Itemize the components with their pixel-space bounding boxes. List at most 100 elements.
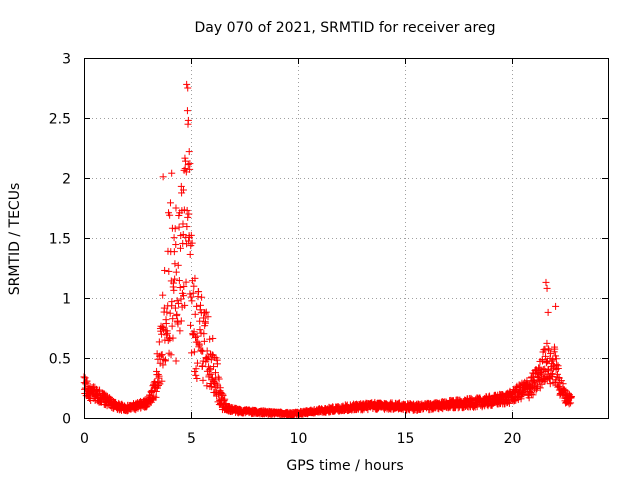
data-point — [552, 355, 560, 363]
data-point — [186, 160, 194, 168]
data-point — [184, 84, 192, 92]
data-point — [173, 297, 181, 305]
data-point — [168, 298, 176, 306]
data-point — [174, 261, 182, 269]
data-point — [96, 386, 104, 394]
data-point — [171, 304, 179, 312]
data-point — [170, 279, 178, 287]
data-point — [531, 378, 539, 386]
data-point — [166, 211, 174, 219]
data-point — [158, 330, 166, 338]
x-tick-label: 20 — [504, 431, 522, 447]
data-point — [548, 357, 556, 365]
data-point — [213, 360, 221, 368]
data-point — [196, 317, 204, 325]
data-point — [557, 377, 565, 385]
data-point — [162, 319, 170, 327]
y-tick-label: 2 — [62, 172, 71, 188]
data-point — [551, 345, 559, 353]
data-point — [567, 393, 575, 401]
data-point — [208, 383, 216, 391]
data-point — [175, 277, 183, 285]
data-point — [544, 308, 552, 316]
data-point — [542, 278, 550, 286]
data-point — [527, 390, 535, 398]
chart-title: Day 070 of 2021, SRMTID for receiver are… — [195, 20, 496, 36]
data-point — [193, 302, 201, 310]
data-point — [189, 289, 197, 297]
data-point — [194, 338, 202, 346]
data-point — [532, 386, 540, 394]
y-tick-label: 0.5 — [49, 352, 71, 368]
data-point — [549, 356, 557, 364]
y-tick-label: 1 — [62, 292, 71, 308]
data-point — [210, 363, 218, 371]
data-point — [192, 365, 200, 373]
data-point — [81, 374, 89, 382]
data-point — [166, 309, 174, 317]
data-point — [216, 384, 224, 392]
data-point — [152, 393, 160, 401]
data-point — [158, 351, 166, 359]
data-point — [155, 338, 163, 346]
data-point — [187, 231, 195, 239]
x-tick-label: 5 — [187, 431, 196, 447]
data-point — [179, 220, 187, 228]
data-point — [190, 282, 198, 290]
data-point — [536, 384, 544, 392]
data-point — [166, 335, 174, 343]
data-point — [215, 375, 223, 383]
data-point — [161, 266, 169, 274]
y-tick-label: 1.5 — [49, 232, 71, 248]
data-point — [547, 350, 555, 358]
data-point — [170, 248, 178, 256]
data-point — [196, 326, 204, 334]
data-point — [204, 313, 212, 321]
data-point — [172, 268, 180, 276]
data-point — [152, 387, 160, 395]
data-point — [191, 310, 199, 318]
data-point — [181, 301, 189, 309]
data-point — [157, 351, 165, 359]
data-point — [185, 237, 193, 245]
data-point — [183, 206, 191, 214]
y-tick-label: 3 — [62, 52, 71, 68]
data-point — [181, 165, 189, 173]
data-point — [102, 391, 110, 399]
data-point — [155, 381, 163, 389]
x-axis-label: GPS time / hours — [286, 458, 403, 474]
data-point — [165, 349, 173, 357]
data-point — [203, 347, 211, 355]
data-point — [529, 391, 537, 399]
data-point — [185, 148, 193, 156]
data-point — [175, 300, 183, 308]
data-point — [186, 290, 194, 298]
y-axis-label: SRMTID / TECUs — [7, 183, 23, 296]
data-point — [163, 329, 171, 337]
data-point — [565, 400, 573, 408]
data-point — [197, 346, 205, 354]
data-point — [168, 169, 176, 177]
data-point — [203, 355, 211, 363]
data-point — [553, 361, 561, 369]
axis-ticks: 0 0.5 1 1.5 2 2.5 3 0 5 10 15 20 — [49, 52, 608, 447]
data-point — [167, 351, 175, 359]
data-point — [543, 358, 551, 366]
data-point — [195, 341, 203, 349]
data-points — [80, 80, 575, 419]
y-tick-label: 0 — [62, 412, 71, 428]
x-tick-label: 10 — [290, 431, 308, 447]
data-point — [154, 370, 162, 378]
data-point — [165, 267, 173, 275]
data-point — [538, 370, 546, 378]
data-point — [542, 352, 550, 360]
data-point — [196, 301, 204, 309]
data-point — [191, 274, 199, 282]
data-point — [176, 327, 184, 335]
data-point — [183, 107, 191, 115]
data-point — [170, 286, 178, 294]
data-point — [82, 379, 90, 387]
data-point — [188, 239, 196, 247]
data-point — [544, 345, 552, 353]
